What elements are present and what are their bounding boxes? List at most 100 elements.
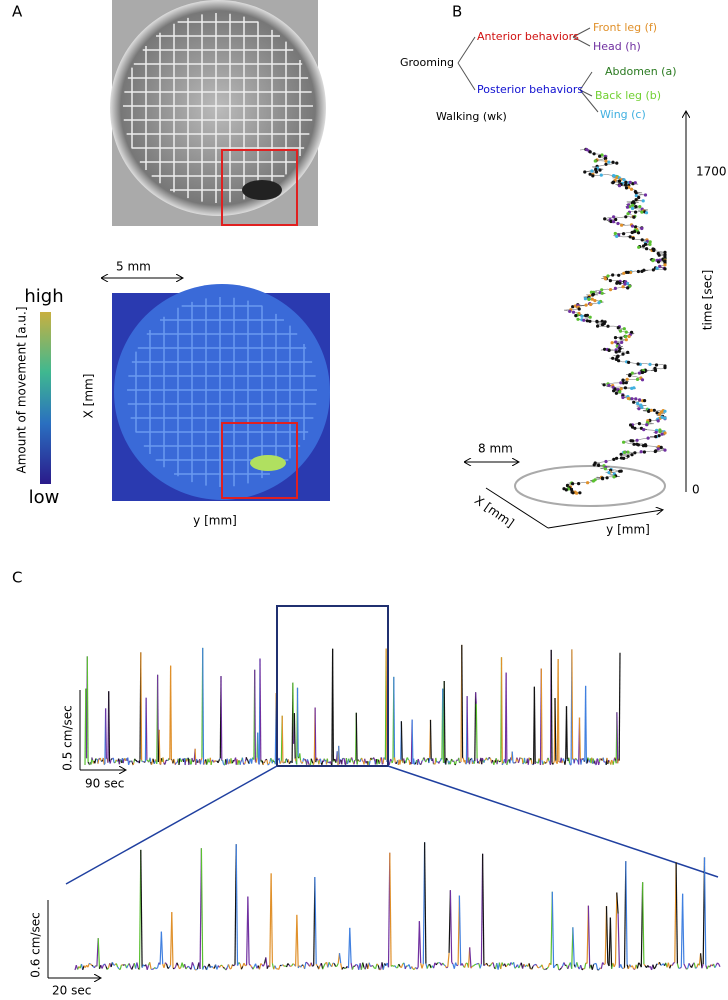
- trace-segment: [528, 963, 531, 969]
- colorbar: [40, 312, 51, 484]
- trace-segment: [523, 757, 526, 764]
- trace-segment: [464, 963, 467, 968]
- trace-segment: [425, 759, 428, 763]
- trace-segment: [600, 962, 604, 969]
- x-axis-label: X [mm]: [472, 493, 517, 530]
- scale-bars: [47, 900, 100, 978]
- trace-segment: [368, 962, 371, 967]
- trajectory-point: [641, 444, 646, 448]
- trace-segment: [483, 759, 486, 763]
- trace-segment: [279, 762, 282, 764]
- trace-segment: [376, 963, 379, 966]
- trace-segment: [296, 687, 299, 758]
- trajectory-point: [605, 476, 609, 480]
- trace-segment: [418, 761, 421, 765]
- trace-segment: [328, 962, 331, 966]
- trajectory-point: [612, 475, 616, 479]
- trajectory-point: [619, 452, 623, 456]
- trace-segment: [607, 759, 610, 762]
- trace-segment: [245, 757, 248, 760]
- x-axis-label: X [mm]: [82, 374, 96, 419]
- trace-segment: [338, 745, 341, 765]
- trajectory-point: [660, 415, 664, 419]
- trajectory-point: [612, 457, 616, 461]
- trace-segment: [351, 760, 354, 763]
- trace-segment: [332, 648, 334, 762]
- trace-segment: [91, 757, 94, 761]
- trace-segment: [191, 757, 194, 762]
- trajectory-point: [655, 266, 659, 270]
- trajectory-point: [623, 450, 627, 454]
- trace-segment: [126, 965, 129, 969]
- trace-segment: [530, 757, 532, 760]
- trace-segment: [398, 963, 401, 967]
- trace-segment: [111, 962, 115, 966]
- trace-segment: [676, 963, 680, 969]
- trace-segment: [235, 844, 239, 966]
- trace-segment: [593, 963, 596, 965]
- trace-segment: [543, 968, 545, 971]
- trace-segment: [281, 715, 284, 764]
- trajectory-point: [626, 350, 630, 354]
- trace-segment: [393, 676, 396, 758]
- trace-segment: [114, 761, 117, 764]
- trajectory-point: [617, 359, 621, 363]
- trajectory-point: [622, 440, 626, 444]
- trajectory-point: [658, 264, 662, 268]
- trace-segment: [238, 962, 241, 965]
- trace-segment: [332, 760, 335, 762]
- trace-segment: [246, 759, 249, 761]
- trace-segment: [602, 962, 605, 965]
- trace-segment: [581, 968, 584, 971]
- trajectory-point: [634, 225, 638, 229]
- trace-segment: [390, 964, 393, 967]
- trace-segment: [206, 763, 208, 766]
- trace-segment: [202, 965, 205, 970]
- trajectory-point: [649, 408, 654, 412]
- trace-segment: [670, 964, 673, 967]
- trace-segment: [342, 966, 346, 969]
- trajectory-point: [591, 293, 595, 297]
- trajectory-point: [618, 329, 623, 333]
- trace-segment: [240, 966, 244, 970]
- trace-segment: [132, 762, 135, 766]
- trace-segment: [260, 963, 263, 966]
- trace-segment: [575, 758, 577, 760]
- trace-segment: [507, 760, 509, 763]
- trace-segment: [532, 964, 535, 967]
- trace-segment: [475, 703, 478, 759]
- trajectory: [562, 147, 667, 495]
- trace-segment: [390, 758, 393, 762]
- trace-segment: [703, 857, 707, 966]
- trace-segment: [576, 962, 579, 968]
- trace-segment: [373, 757, 376, 762]
- trace-segment: [219, 757, 221, 760]
- trace-segment: [491, 759, 494, 763]
- trajectory-point: [624, 270, 629, 274]
- trajectory-point: [596, 324, 600, 328]
- trace-segment: [135, 759, 138, 762]
- trace-segment: [349, 927, 352, 964]
- trace-segment: [140, 849, 143, 968]
- trace-segment: [449, 760, 452, 765]
- trace-segment: [335, 761, 337, 764]
- tree-leaf: Abdomen (a): [605, 65, 677, 78]
- trace-segment: [289, 761, 292, 764]
- trajectory-point: [571, 482, 575, 486]
- trace-segment: [312, 761, 315, 765]
- tree-leaf: Front leg (f): [593, 21, 657, 34]
- trace-segment: [237, 760, 240, 765]
- panel-label: A: [12, 3, 23, 21]
- trajectory-point: [583, 170, 587, 174]
- trace-segment: [323, 963, 326, 967]
- scale-bars: [79, 690, 125, 770]
- trace-segment: [452, 760, 454, 763]
- trace-segment: [209, 965, 213, 969]
- trace-segment: [420, 760, 423, 764]
- trace-segment: [461, 963, 464, 967]
- trace-segment: [513, 962, 516, 969]
- trace-segment: [167, 966, 170, 969]
- trace-segment: [343, 758, 346, 764]
- trajectory-point: [630, 397, 634, 401]
- trace-segment: [346, 762, 349, 765]
